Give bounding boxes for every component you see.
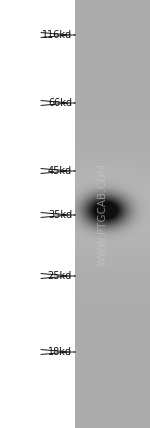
- Text: WWW.PTGCAB.COM: WWW.PTGCAB.COM: [98, 163, 108, 265]
- Text: 35kd: 35kd: [41, 210, 75, 220]
- Text: 25kd: 25kd: [41, 271, 75, 281]
- Text: 116kd: 116kd: [41, 30, 75, 40]
- Text: 18kd: 18kd: [41, 347, 75, 357]
- Text: 45kd: 45kd: [41, 166, 75, 176]
- Text: 66kd: 66kd: [41, 98, 75, 108]
